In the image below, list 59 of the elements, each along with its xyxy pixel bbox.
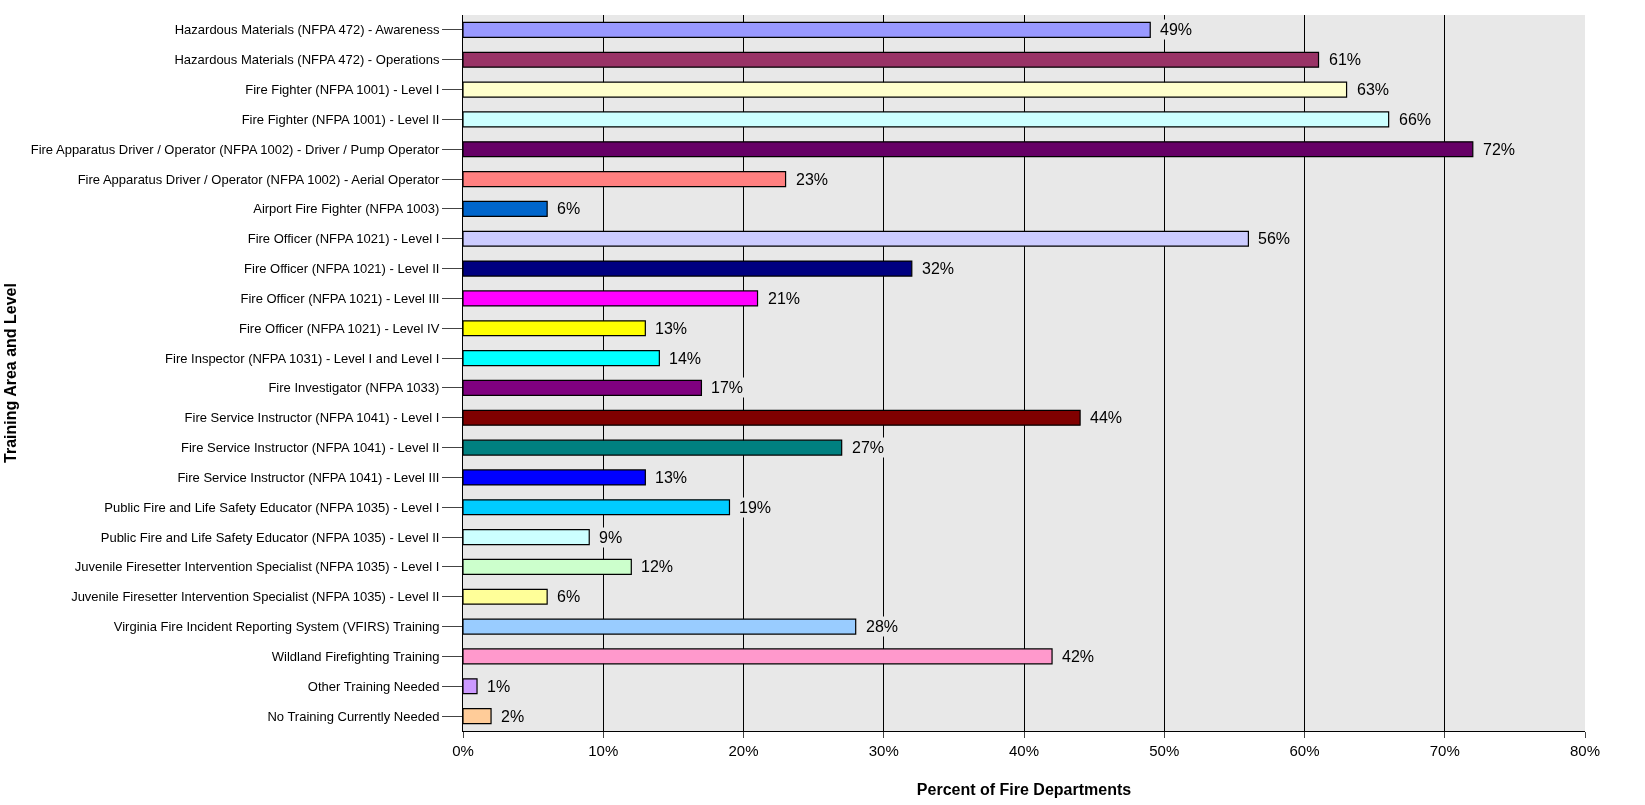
y-tick-label: Public Fire and Life Safety Educator (NFPA 1035) - Level I [104, 499, 440, 515]
data-label: 23% [796, 171, 829, 188]
y-tick-label: Fire Officer (NFPA 1021) - Level I [247, 231, 440, 247]
y-tick-label: Fire Service Instructor (NFPA 1041) - Level I [184, 410, 440, 426]
data-label: 42% [1062, 648, 1095, 665]
data-label: 28% [866, 618, 899, 635]
data-label: 49% [1160, 21, 1193, 38]
data-label: 44% [1090, 409, 1123, 426]
data-label: 14% [669, 350, 702, 367]
x-tick-label: 30% [868, 742, 899, 759]
x-tick-label: 80% [1569, 742, 1601, 759]
data-label: 17% [711, 379, 744, 396]
y-tick-label: Fire Investigator (NFPA 1033) [268, 380, 440, 396]
data-label: 1% [487, 678, 511, 695]
data-label: 63% [1357, 81, 1390, 98]
y-tick-label: Fire Apparatus Driver / Operator (NFPA 1002) - Aerial Operator [77, 171, 441, 187]
y-tick-label: Fire Officer (NFPA 1021) - Level III [240, 290, 440, 306]
y-tick-label: Airport Fire Fighter (NFPA 1003) [253, 201, 440, 217]
y-tick-label: Fire Apparatus Driver / Operator (NFPA 1002) - Driver / Pump Operator [30, 141, 441, 157]
x-tick-label: 60% [1289, 742, 1320, 759]
x-tick-label: 70% [1429, 742, 1460, 759]
x-tick-label: 50% [1149, 742, 1180, 759]
y-tick-label: Fire Fighter (NFPA 1001) - Level II [241, 111, 440, 127]
data-label: 12% [641, 558, 674, 575]
y-tick-label: Hazardous Materials (NFPA 472) - Operations [174, 52, 440, 68]
data-label: 2% [501, 708, 525, 725]
x-tick-label: 0% [452, 742, 474, 759]
y-tick-label: Fire Service Instructor (NFPA 1041) - Level III [177, 469, 440, 485]
data-label: 13% [655, 469, 688, 486]
x-axis-title: Percent of Fire Departments [916, 780, 1132, 798]
y-tick-label: Wildland Firefighting Training [271, 648, 440, 664]
data-label: 72% [1483, 141, 1516, 158]
y-tick-label: No Training Currently Needed [267, 708, 440, 724]
data-label: 9% [599, 529, 623, 546]
y-tick-label: Fire Fighter (NFPA 1001) - Level I [245, 82, 440, 98]
x-tick-label: 40% [1008, 742, 1040, 759]
y-tick-label: Fire Officer (NFPA 1021) - Level IV [239, 320, 440, 336]
data-label: 32% [922, 260, 955, 277]
x-tick-label: 10% [588, 742, 619, 759]
y-tick-label: Fire Inspector (NFPA 1031) - Level I and Level I [165, 350, 440, 366]
data-label: 21% [768, 290, 801, 307]
data-label: 6% [557, 588, 581, 605]
y-tick-label: Fire Service Instructor (NFPA 1041) - Level II [180, 440, 440, 456]
data-label: 61% [1329, 51, 1362, 68]
y-tick-label: Hazardous Materials (NFPA 472) - Awareness [174, 22, 440, 38]
data-label: 27% [852, 439, 885, 456]
y-tick-label: Juvenile Firesetter Intervention Specialist (NFPA 1035) - Level II [71, 589, 440, 605]
data-label: 56% [1258, 230, 1291, 247]
y-tick-label: Virginia Fire Incident Reporting System (VFIRS) Training [113, 619, 440, 635]
data-label: 6% [557, 200, 581, 217]
y-tick-label: Fire Officer (NFPA 1021) - Level II [244, 261, 440, 277]
y-tick-label: Public Fire and Life Safety Educator (NFPA 1035) - Level II [100, 529, 440, 545]
y-axis-title: Training Area and Level [1, 283, 19, 463]
data-label: 13% [655, 320, 688, 337]
data-label: 66% [1399, 111, 1432, 128]
data-label: 19% [739, 499, 772, 516]
x-tick-label: 20% [728, 742, 759, 759]
y-tick-label: Juvenile Firesetter Intervention Specialist (NFPA 1035) - Level I [74, 559, 440, 575]
y-tick-label: Other Training Needed [307, 678, 440, 694]
